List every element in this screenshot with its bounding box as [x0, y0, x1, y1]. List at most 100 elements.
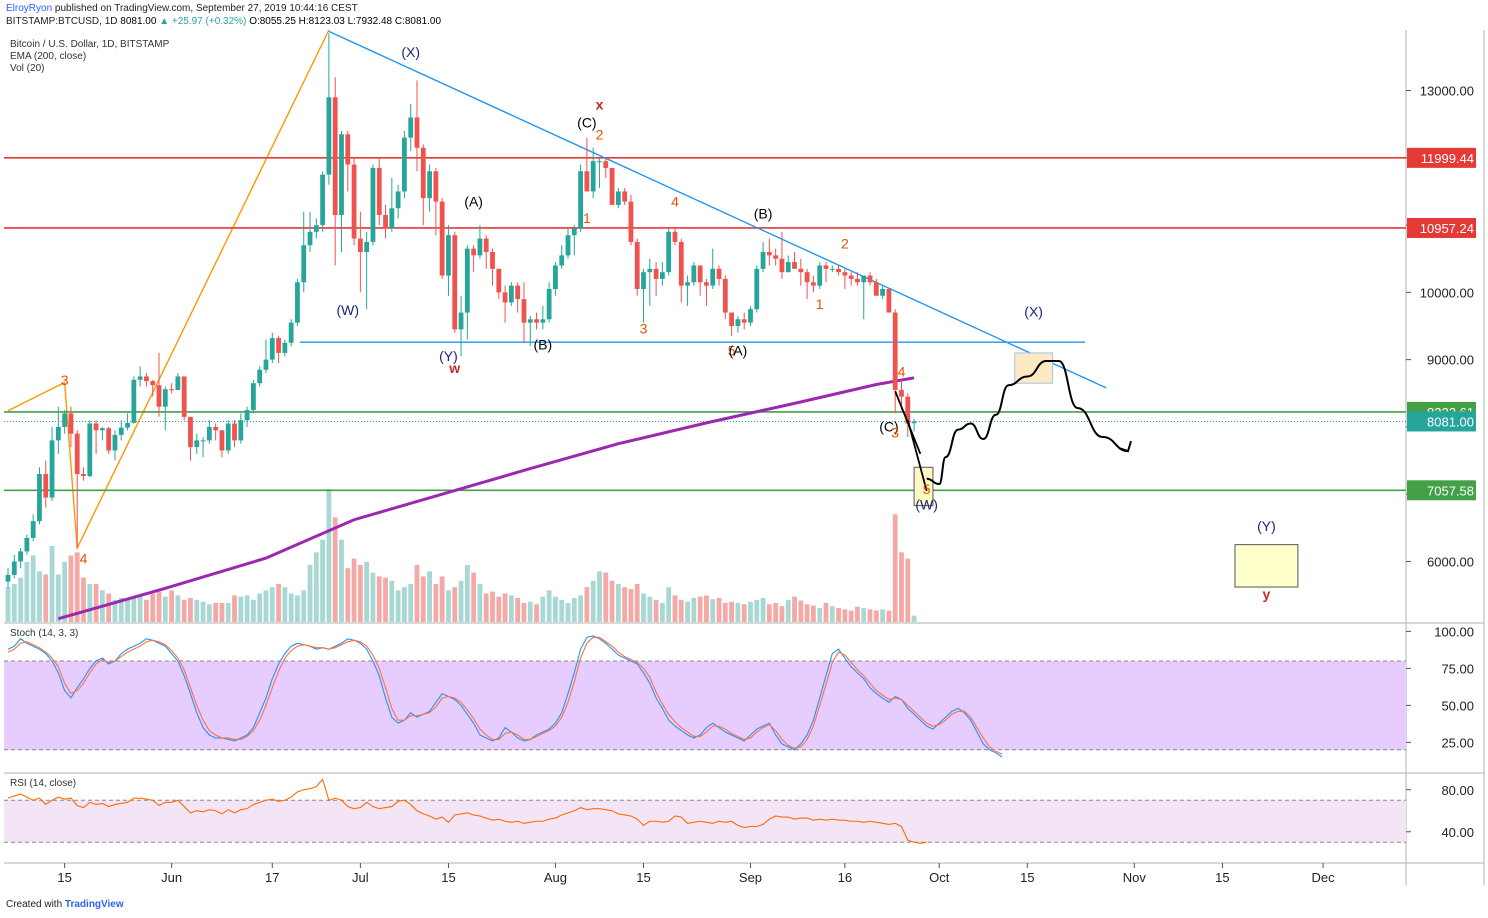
candle-body — [169, 389, 174, 391]
volume-bar — [515, 597, 521, 622]
price-level-tag — [1407, 480, 1476, 501]
volume-bar — [452, 587, 458, 622]
candle-body — [106, 428, 112, 451]
wave-label: (X) — [1024, 304, 1043, 320]
volume-bar — [238, 596, 244, 622]
time-tick-label: Jul — [352, 870, 369, 885]
candle-body — [817, 265, 823, 286]
symbol-line: BITSTAMP:BTCUSD, 1D 8081.00 ▲ +25.97 (+0… — [6, 16, 441, 27]
volume-bar — [446, 590, 451, 622]
candle-body — [219, 430, 225, 451]
wave-label: (C) — [577, 115, 596, 131]
candle-body — [659, 272, 665, 279]
candle-body — [829, 268, 835, 270]
volume-bar — [861, 608, 867, 622]
volume-bar — [301, 590, 307, 622]
volume-bar — [553, 596, 558, 622]
tradingview-logo[interactable]: TradingView — [64, 899, 124, 910]
candle-body — [162, 389, 168, 407]
candle-body — [339, 134, 344, 215]
candle-body — [301, 245, 307, 283]
wave-label: (Y) — [1257, 518, 1276, 534]
band-fill — [4, 800, 1406, 843]
volume-bar — [691, 597, 697, 622]
candle-body — [546, 289, 552, 320]
volume-bar — [873, 610, 879, 622]
volume-bar — [320, 539, 326, 622]
target-box — [1234, 544, 1299, 588]
wave-label: 1 — [583, 210, 591, 226]
wave-label: 2 — [596, 127, 604, 143]
volume-bar — [389, 580, 395, 622]
candle-body — [741, 319, 747, 323]
candle-body — [804, 272, 810, 283]
candle-body — [131, 379, 137, 423]
candle-body — [766, 252, 772, 256]
candle-body — [615, 191, 621, 205]
time-tick-label: 16 — [838, 870, 852, 885]
volume-bar — [295, 595, 300, 622]
volume-bar — [24, 561, 30, 622]
candle-body — [861, 275, 867, 283]
time-tick-label: Aug — [544, 870, 567, 885]
osc-tick-label: 80.00 — [1441, 783, 1474, 798]
wave-label: 2 — [841, 236, 849, 252]
volume-bar — [779, 606, 785, 622]
ema200-line — [57, 376, 915, 621]
candle-body — [87, 423, 93, 477]
volume-bar — [697, 596, 703, 622]
volume-bar — [464, 565, 470, 622]
candle-body — [477, 238, 483, 256]
candle-body — [641, 272, 646, 289]
volume-bar — [458, 580, 464, 622]
candle-body — [420, 147, 426, 199]
candle-body — [666, 231, 672, 273]
author-name[interactable]: ElroyRyon — [6, 3, 53, 14]
price-tick-label: 6000.00 — [1427, 554, 1474, 569]
candle-body — [609, 167, 615, 205]
price-level-tag — [1407, 147, 1476, 168]
price-level-label: 8081.00 — [1427, 414, 1474, 429]
candle-body — [452, 235, 458, 330]
volume-bar — [773, 603, 779, 622]
candle-body — [779, 258, 785, 273]
volume-bar — [867, 609, 873, 622]
volume-bar — [590, 580, 596, 622]
volume-bar — [647, 596, 653, 622]
candle-body — [823, 265, 829, 269]
osc-tick-label: 75.00 — [1441, 661, 1474, 676]
candle-body — [62, 413, 68, 427]
pane-title: RSI (14, close) — [10, 778, 76, 789]
volume-bar — [402, 587, 407, 622]
volume-bar — [704, 595, 709, 622]
wave-label: 5 — [728, 343, 736, 359]
candle-body — [395, 191, 401, 209]
volume-bar — [181, 599, 187, 622]
volume-bar — [659, 603, 665, 622]
volume-bar — [527, 601, 533, 622]
candle-body — [785, 262, 791, 273]
candle-body — [571, 228, 577, 236]
candle-body — [622, 191, 628, 202]
volume-bar — [188, 597, 193, 622]
candle-body — [24, 537, 30, 552]
candle-body — [508, 285, 514, 303]
volume-bar — [263, 590, 269, 622]
footer: Created with TradingView — [6, 899, 124, 910]
candle-body — [427, 171, 432, 199]
pane-title: Stoch (14, 3, 3) — [10, 628, 78, 639]
candle-body — [748, 309, 753, 323]
candle-body — [345, 134, 351, 165]
candle-body — [194, 440, 200, 448]
volume-bar — [307, 565, 313, 622]
candle-body — [760, 252, 766, 269]
candle-body — [125, 422, 130, 428]
candle-body — [74, 433, 80, 474]
price-level-label: 10957.24 — [1420, 221, 1474, 236]
volume-bar — [68, 555, 74, 622]
candle-body — [798, 268, 804, 273]
candle-body — [188, 416, 193, 448]
price-level-label: 7057.58 — [1427, 483, 1474, 498]
close-value: 8081.00 — [120, 16, 157, 27]
